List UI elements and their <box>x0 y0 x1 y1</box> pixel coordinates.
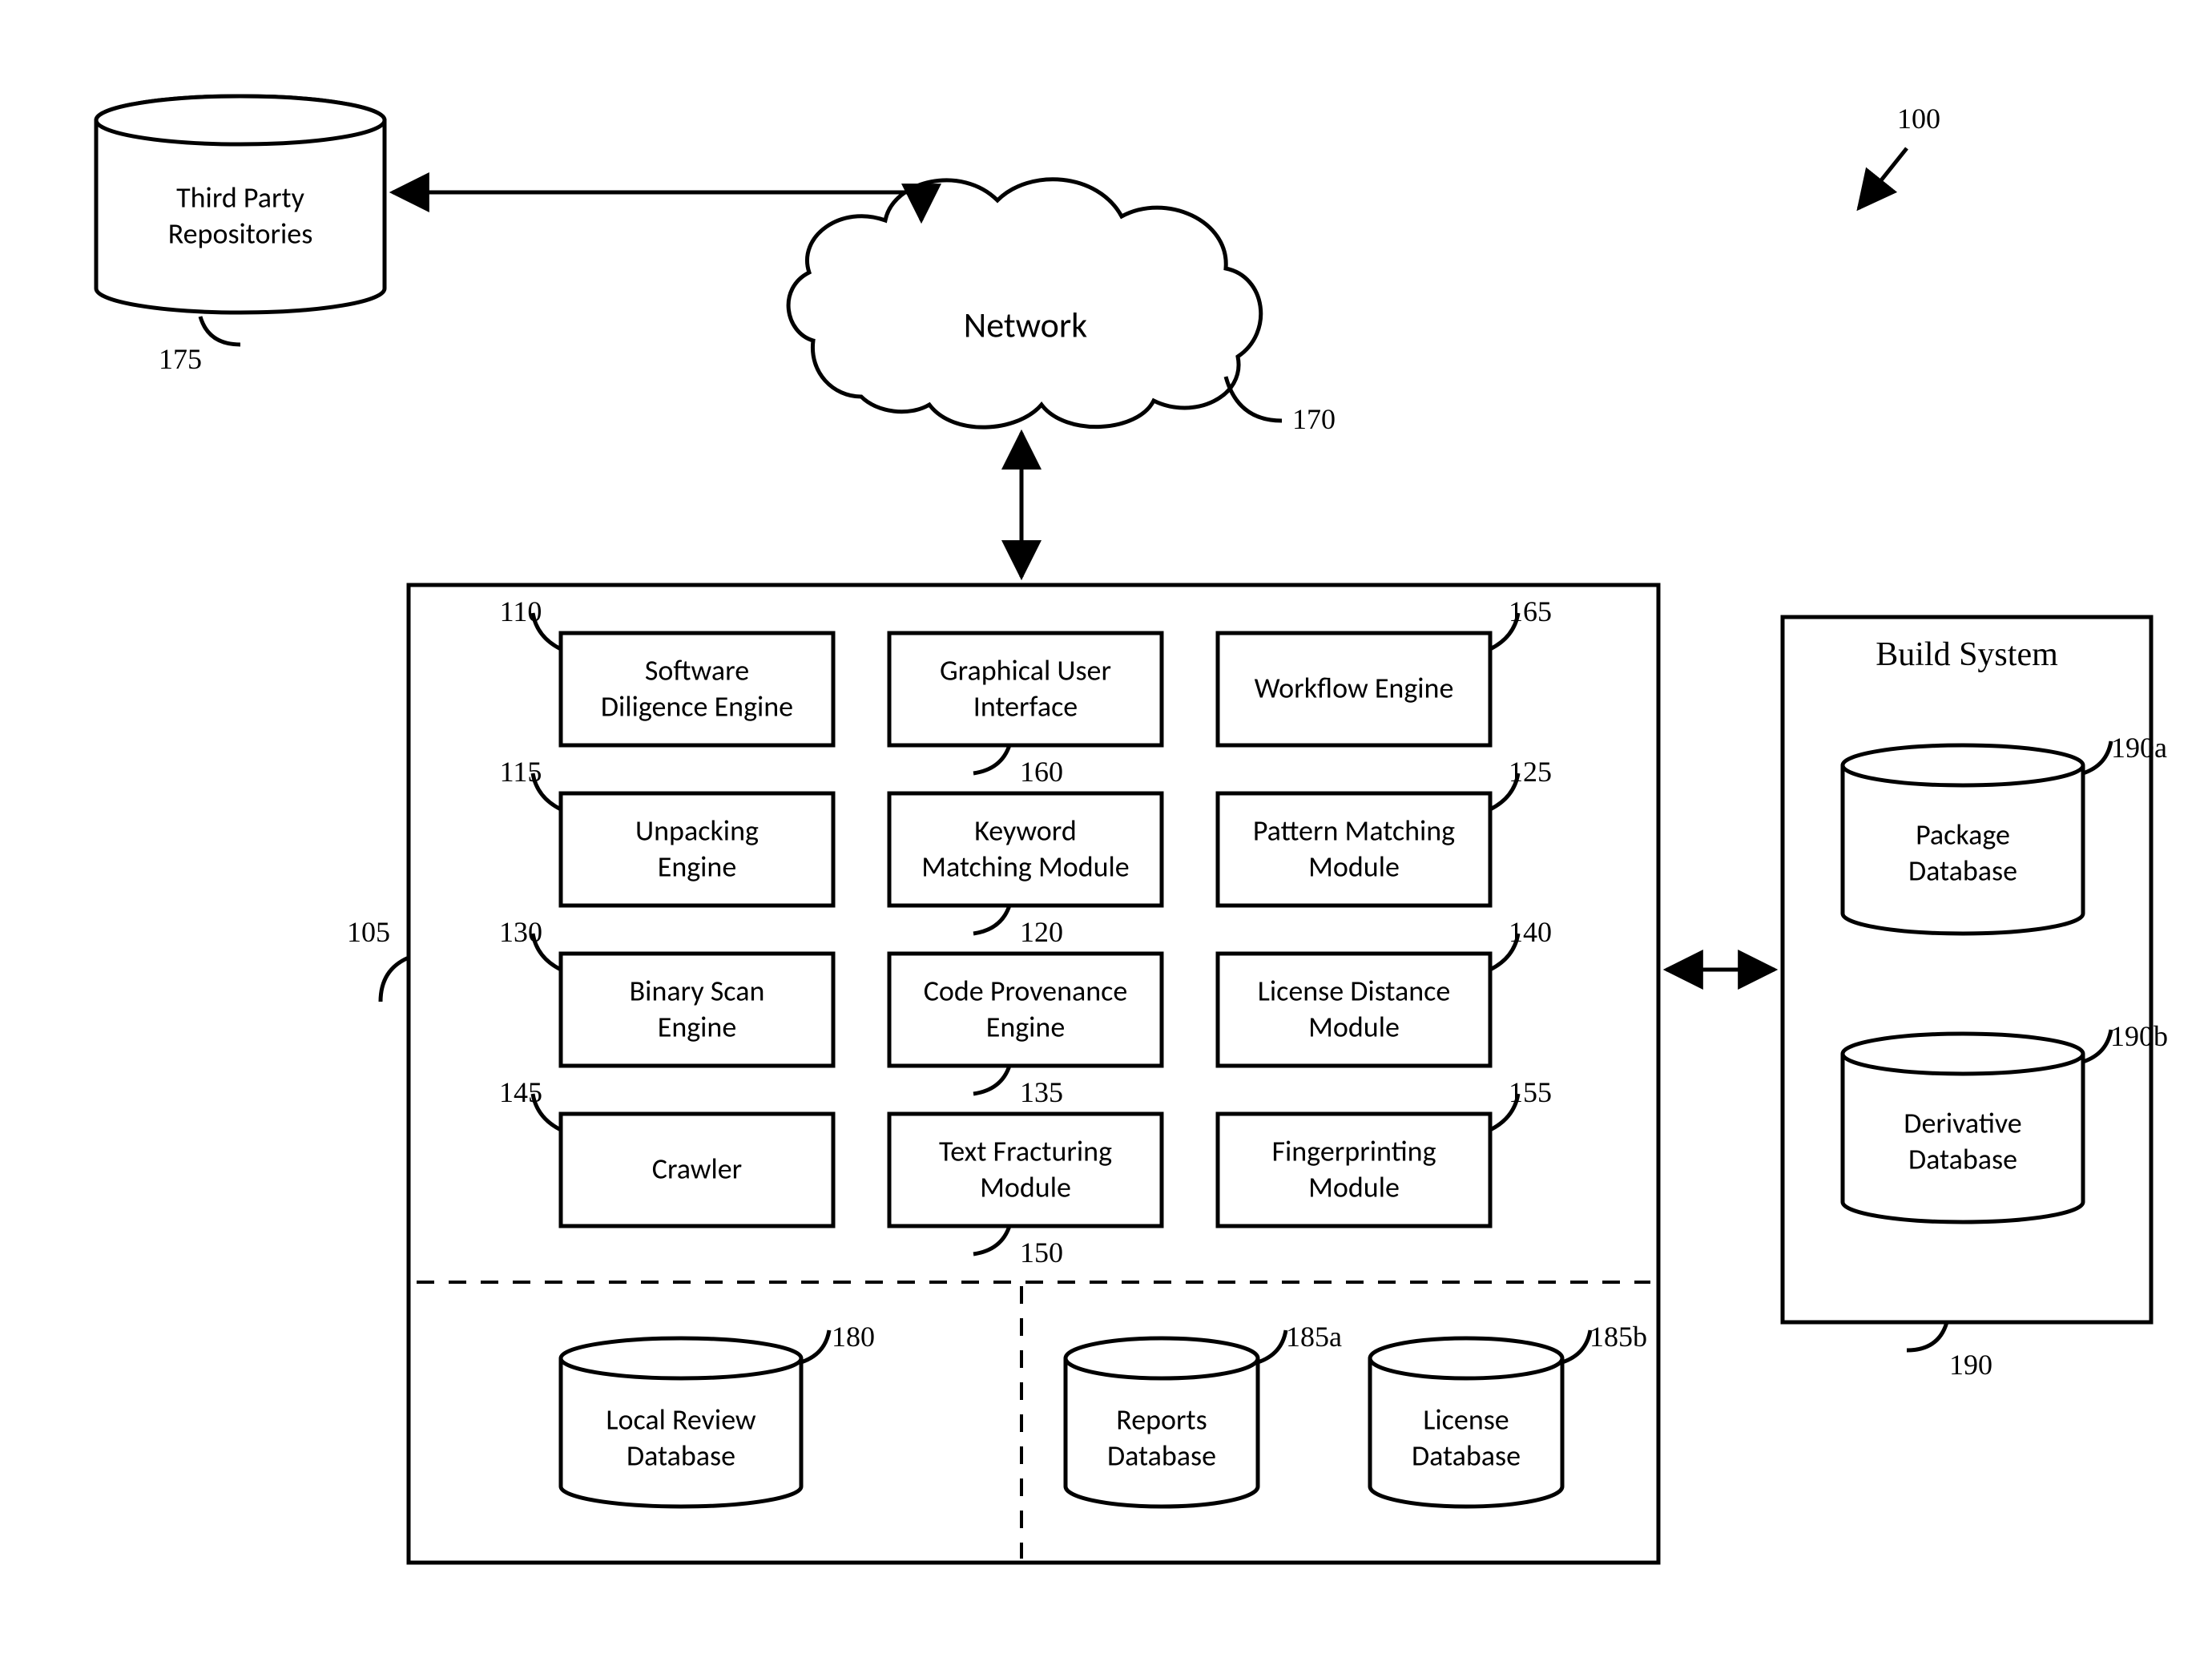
figure-ref-label: 100 <box>1897 103 1940 135</box>
svg-text:150: 150 <box>1020 1236 1063 1269</box>
svg-text:License: License <box>1423 1402 1509 1438</box>
svg-text:Software: Software <box>645 653 749 688</box>
svg-text:190b: 190b <box>2110 1020 2168 1052</box>
svg-text:165: 165 <box>1509 595 1552 627</box>
svg-text:120: 120 <box>1020 916 1063 948</box>
svg-text:Database: Database <box>1908 1142 2017 1177</box>
svg-text:190a: 190a <box>2111 732 2167 764</box>
svg-text:125: 125 <box>1509 756 1552 788</box>
svg-text:Network: Network <box>964 304 1087 347</box>
svg-text:Module: Module <box>1308 1170 1400 1205</box>
svg-text:Reports: Reports <box>1116 1402 1207 1438</box>
svg-text:Code Provenance: Code Provenance <box>924 974 1128 1009</box>
figure-ref: 100 <box>1859 103 1940 208</box>
svg-text:115: 115 <box>500 756 542 788</box>
svg-text:Module: Module <box>1308 1010 1400 1045</box>
svg-text:Fingerprinting: Fingerprinting <box>1271 1134 1436 1169</box>
svg-text:Interface: Interface <box>973 689 1078 724</box>
svg-text:145: 145 <box>499 1076 542 1108</box>
svg-text:Local Review: Local Review <box>606 1402 756 1438</box>
svg-text:155: 155 <box>1509 1076 1552 1108</box>
svg-text:Database: Database <box>1412 1438 1521 1474</box>
third-party-repo-db: Third Party Repositories 175 <box>96 96 385 375</box>
svg-text:190: 190 <box>1949 1349 1992 1381</box>
svg-text:Engine: Engine <box>658 1010 737 1045</box>
svg-text:Derivative: Derivative <box>1904 1106 2021 1141</box>
svg-text:Text Fracturing: Text Fracturing <box>939 1134 1112 1169</box>
svg-text:130: 130 <box>499 916 542 948</box>
cloud-ref-label: 170 <box>1292 403 1336 435</box>
svg-text:Workflow Engine: Workflow Engine <box>1255 671 1454 706</box>
svg-text:Matching Module: Matching Module <box>921 849 1129 885</box>
svg-text:Pattern Matching: Pattern Matching <box>1253 813 1455 849</box>
svg-text:Build System: Build System <box>1876 636 2058 673</box>
svg-text:160: 160 <box>1020 756 1063 788</box>
svg-text:Repositories: Repositories <box>168 216 313 252</box>
build-system-box: Build System 190 <box>1783 617 2151 1381</box>
svg-text:185a: 185a <box>1286 1321 1342 1353</box>
svg-text:Module: Module <box>980 1170 1071 1205</box>
svg-text:110: 110 <box>500 595 542 627</box>
svg-text:Graphical User: Graphical User <box>940 653 1111 688</box>
svg-text:Third Party: Third Party <box>176 180 305 216</box>
svg-text:Engine: Engine <box>658 849 737 885</box>
svg-text:Keyword: Keyword <box>974 813 1077 849</box>
svg-text:Binary Scan: Binary Scan <box>630 974 765 1009</box>
svg-text:Database: Database <box>1908 853 2017 889</box>
system-diagram: 100 Third Party Repositories 175 Network… <box>0 0 2212 1674</box>
network-cloud: Network 170 <box>788 180 1336 435</box>
svg-text:185b: 185b <box>1589 1321 1647 1353</box>
svg-text:180: 180 <box>832 1321 875 1353</box>
main-box-ref-label: 105 <box>347 916 390 948</box>
repo-ref-label: 175 <box>159 343 202 375</box>
svg-text:Database: Database <box>627 1438 735 1474</box>
svg-text:Crawler: Crawler <box>652 1152 742 1187</box>
svg-text:Unpacking: Unpacking <box>635 813 759 849</box>
svg-text:Diligence Engine: Diligence Engine <box>601 689 793 724</box>
svg-text:140: 140 <box>1509 916 1552 948</box>
svg-text:Module: Module <box>1308 849 1400 885</box>
svg-text:License Distance: License Distance <box>1258 974 1451 1009</box>
svg-text:135: 135 <box>1020 1076 1063 1108</box>
svg-text:Engine: Engine <box>986 1010 1066 1045</box>
svg-text:Database: Database <box>1107 1438 1216 1474</box>
svg-text:Package: Package <box>1916 817 2010 853</box>
